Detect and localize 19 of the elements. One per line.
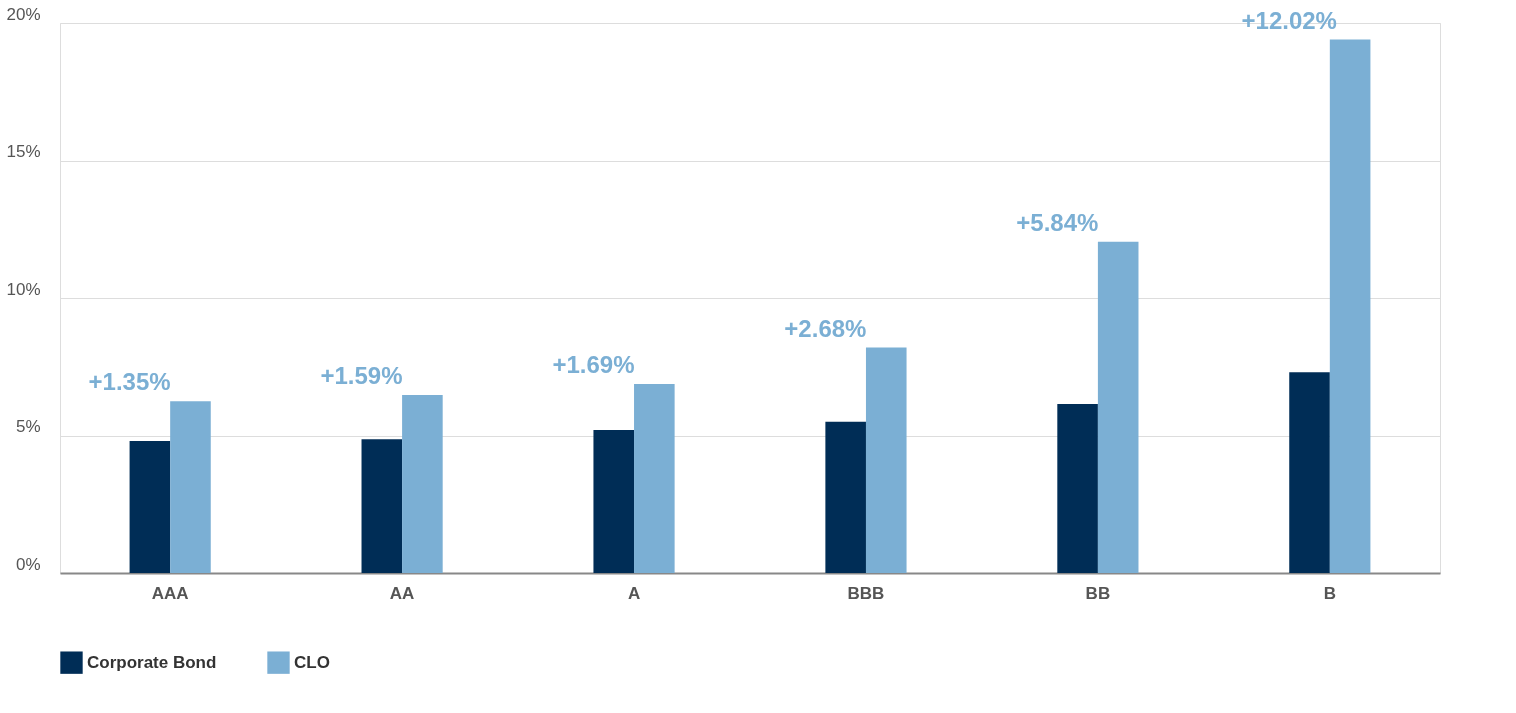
x-tick-label: BBB [847,583,885,603]
y-tick-label: 20% [6,4,41,24]
annotation: +1.69% [552,351,635,379]
y-tick-label: 0% [15,554,41,574]
annotation: +12.02% [1241,6,1337,34]
y-tick-label: 10% [6,279,41,299]
x-tick-label: AAA [151,583,189,603]
annotation: +1.35% [88,368,171,396]
x-tick-label: B [1323,583,1336,603]
y-tick-label: 5% [15,417,41,436]
annotation: +2.68% [784,314,867,342]
legend-label: CLO [294,652,330,672]
x-tick-label: BB [1085,583,1111,603]
annotation: +5.84% [1016,208,1099,236]
y-tick-label: 15% [6,142,41,161]
legend-label: Corporate Bond [87,652,217,672]
x-tick-label: AA [389,583,415,603]
annotation: +1.59% [320,362,403,390]
x-tick-label: A [627,583,641,603]
